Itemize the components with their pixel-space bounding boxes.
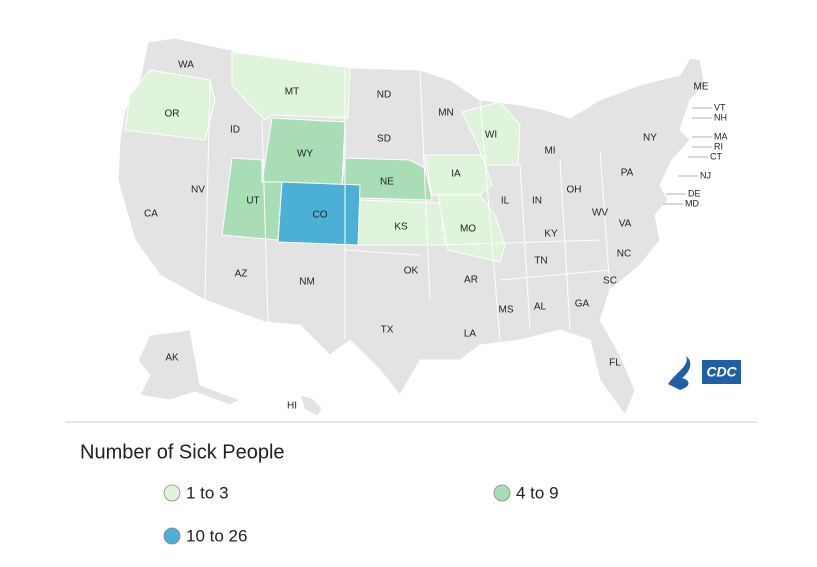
state-label: TX xyxy=(381,325,394,336)
state-label: NJ xyxy=(700,170,711,180)
state-label: AK xyxy=(165,353,179,364)
state-border xyxy=(419,69,431,301)
state-label: IL xyxy=(501,196,510,207)
state-label: MS xyxy=(499,305,514,316)
state-label: OK xyxy=(404,266,419,277)
legend-title: Number of Sick People xyxy=(80,441,285,463)
state-label: SC xyxy=(603,276,617,287)
state-label: NM xyxy=(299,277,315,288)
state-label: NE xyxy=(380,177,394,188)
state-label: IA xyxy=(451,169,461,180)
state-label: WV xyxy=(592,208,608,219)
state-label: NY xyxy=(643,133,657,144)
state-label: MI xyxy=(544,146,555,157)
state-label: KS xyxy=(394,222,408,233)
legend-label: 4 to 9 xyxy=(516,483,559,502)
state-label: LA xyxy=(464,329,477,340)
state-label: DE xyxy=(688,188,701,198)
state-label: VA xyxy=(619,219,632,230)
state-label: IN xyxy=(532,196,542,207)
state-border xyxy=(439,239,601,246)
state-label: MA xyxy=(714,131,728,141)
state-label: VT xyxy=(714,102,726,112)
state-label: NH xyxy=(714,112,727,122)
state-label: MN xyxy=(438,108,454,119)
state-label: PA xyxy=(621,168,634,179)
state-shape xyxy=(231,51,351,121)
state-border xyxy=(204,79,211,301)
state-border xyxy=(519,164,531,331)
state-label: UT xyxy=(246,196,259,207)
state-label: TN xyxy=(534,256,547,267)
state-border xyxy=(261,119,269,323)
state-label: CO xyxy=(313,210,328,221)
state-label: ID xyxy=(230,125,240,136)
logo-text: CDC xyxy=(706,364,737,380)
state-label: HI xyxy=(287,401,297,412)
state-label: ME xyxy=(694,82,709,93)
state-label: NC xyxy=(617,249,631,260)
state-label: AR xyxy=(464,275,478,286)
state-label: WI xyxy=(485,130,497,141)
state-label: KY xyxy=(544,229,558,240)
state-label: ND xyxy=(377,90,391,101)
state-shape xyxy=(437,194,506,263)
state-label: RI xyxy=(714,141,723,151)
state-label: OR xyxy=(165,109,180,120)
state-border xyxy=(344,249,421,256)
legend-swatch xyxy=(163,484,181,502)
state-label: GA xyxy=(575,299,590,310)
state-shape xyxy=(124,69,216,141)
cdc-logo: CDC xyxy=(668,356,741,390)
legend-swatch xyxy=(163,527,181,545)
state-label: AL xyxy=(534,302,547,313)
state-label: CT xyxy=(710,151,722,161)
state-label: MT xyxy=(285,87,299,98)
state-label: NV xyxy=(191,185,205,196)
state-label: OH xyxy=(567,185,582,196)
state-label: CA xyxy=(144,209,158,220)
state-border xyxy=(479,99,501,341)
state-label: MO xyxy=(460,224,476,235)
state-shape xyxy=(461,101,521,166)
state-border xyxy=(559,159,571,331)
state-border xyxy=(499,269,611,281)
legend-label: 1 to 3 xyxy=(186,483,229,502)
state-border xyxy=(599,149,611,291)
legend-swatch xyxy=(493,484,511,502)
ak-outline xyxy=(137,329,242,406)
state-label: WY xyxy=(297,149,313,160)
state-shape xyxy=(424,154,493,196)
state-label: FL xyxy=(609,358,621,369)
hi-outline xyxy=(299,394,323,417)
state-label: MD xyxy=(685,198,699,208)
state-label: AZ xyxy=(235,269,248,280)
state-shape xyxy=(277,181,361,246)
state-label: SD xyxy=(377,134,391,145)
state-label: WA xyxy=(178,60,194,71)
legend-label: 10 to 26 xyxy=(186,526,247,545)
